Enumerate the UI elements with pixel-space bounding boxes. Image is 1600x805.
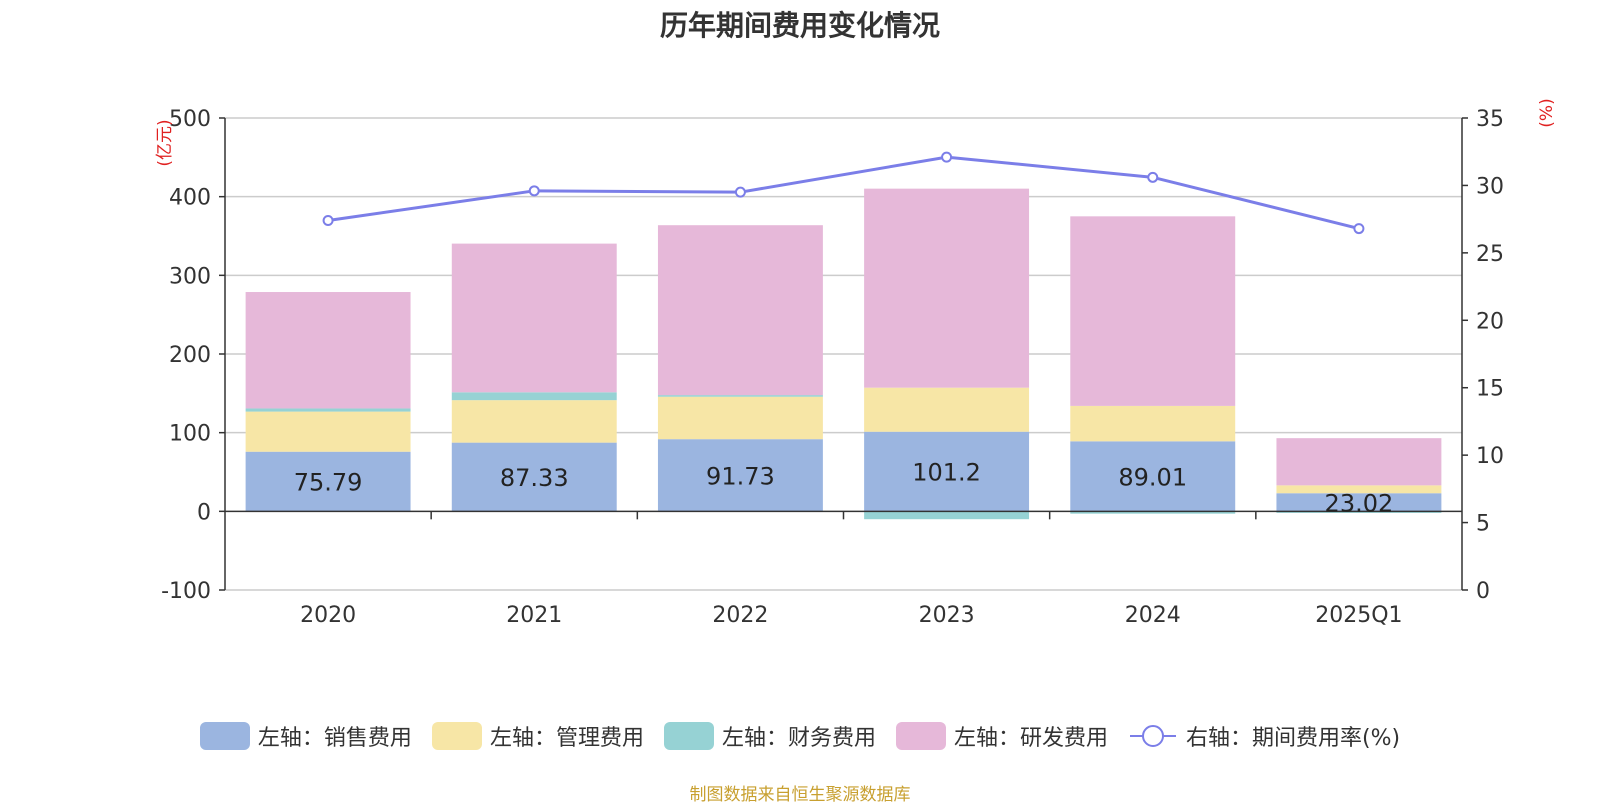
chart-title: 历年期间费用变化情况 <box>659 9 940 42</box>
bar-segment <box>864 387 1030 432</box>
legend-label-admin: 左轴：管理费用 <box>489 726 644 751</box>
rate-point <box>528 185 540 197</box>
bar-segment <box>864 431 1030 512</box>
bar-segment <box>1276 438 1442 486</box>
bar-segment <box>657 396 823 440</box>
data-label: 89.01 <box>1118 463 1187 491</box>
legend-label-sales: 左轴：销售费用 <box>257 726 412 751</box>
x-tick-label: 2022 <box>712 603 768 628</box>
legend-item-finance[interactable]: 左轴：财务费用 <box>663 720 876 752</box>
right-tick-label: 25 <box>1476 242 1504 267</box>
legend-label-finance: 左轴：财务费用 <box>721 726 876 751</box>
data-label: 75.79 <box>294 469 363 497</box>
legend-line-marker-icon <box>1129 725 1176 747</box>
data-label: 23.02 <box>1325 489 1394 517</box>
left-tick-label: 100 <box>169 422 211 447</box>
legend-item-rate[interactable]: 右轴：期间费用率(%) <box>1128 720 1400 752</box>
bar-segment <box>657 439 823 512</box>
rate-point <box>1147 171 1159 183</box>
x-tick-label: 2023 <box>919 603 975 628</box>
bar-segment <box>657 225 823 396</box>
legend-label-rnd: 左轴：研发费用 <box>953 726 1108 751</box>
bar-segment <box>245 292 411 409</box>
bar-segment <box>1070 216 1236 406</box>
left-tick-label: -100 <box>161 579 211 604</box>
left-tick-label: 300 <box>169 264 211 289</box>
rate-point <box>734 186 746 198</box>
right-tick-label: 0 <box>1476 579 1490 604</box>
bar-segment <box>245 451 411 512</box>
legend-item-rnd[interactable]: 左轴：研发费用 <box>895 720 1108 752</box>
right-tick-label: 20 <box>1476 309 1504 334</box>
bar-segment <box>864 188 1030 388</box>
x-tick-label: 2021 <box>506 603 562 628</box>
left-tick-label: 200 <box>169 343 211 368</box>
bar-segment <box>657 395 823 397</box>
chart-plot: -100 0 100 200 300 400 500 0 5 10 15 20 25 30 35 2020 20… <box>155 98 1557 628</box>
bar-segment <box>1276 493 1442 512</box>
bar-segment <box>1276 485 1442 494</box>
left-axis-unit: (亿元) <box>155 119 175 166</box>
legend-item-sales[interactable]: 左轴：销售费用 <box>199 720 412 752</box>
bar-segment <box>451 392 617 401</box>
right-tick-label: 35 <box>1476 107 1504 132</box>
x-tick-label: 2025Q1 <box>1315 603 1402 628</box>
left-tick-label: 500 <box>169 107 211 132</box>
rate-point <box>941 151 953 163</box>
rate-point <box>322 214 334 226</box>
data-label: 101.2 <box>912 459 981 487</box>
legend-swatch-admin <box>431 722 482 750</box>
source-note: 制图数据来自恒生聚源数据库 <box>689 785 911 805</box>
right-tick-label: 10 <box>1476 444 1504 469</box>
bar-segment <box>1070 441 1236 512</box>
bar-segment <box>864 511 1030 520</box>
bar-segment <box>451 400 617 443</box>
legend-swatch-rnd <box>895 722 946 750</box>
bar-segment <box>451 243 617 393</box>
rate-line <box>327 155 1360 231</box>
data-label: 87.33 <box>500 464 569 492</box>
left-tick-label: 400 <box>169 186 211 211</box>
x-tick-label: 2020 <box>300 603 356 628</box>
right-axis-unit: (%) <box>1537 98 1557 127</box>
right-tick-label: 5 <box>1476 512 1490 537</box>
x-tick-label: 2024 <box>1125 603 1181 628</box>
left-tick-label: 0 <box>197 500 211 525</box>
rate-point <box>1353 223 1365 235</box>
bar-segment <box>1276 511 1442 513</box>
bar-segment <box>1070 511 1236 514</box>
right-tick-label: 30 <box>1476 174 1504 199</box>
bar-segment <box>245 408 411 412</box>
bar-segment <box>245 411 411 452</box>
legend-label-rate: 右轴：期间费用率(%) <box>1185 726 1401 751</box>
bar-segment <box>451 442 617 512</box>
bar-segment <box>1070 405 1236 442</box>
legend-swatch-sales <box>199 722 250 750</box>
right-tick-label: 15 <box>1476 377 1504 402</box>
data-label: 91.73 <box>706 462 775 490</box>
legend-swatch-finance <box>663 722 714 750</box>
legend-item-admin[interactable]: 左轴：管理费用 <box>431 720 644 752</box>
chart-legend: 左轴：销售费用 左轴：管理费用 左轴：财务费用 左轴：研发费用 右轴：期间费用率… <box>0 720 1600 752</box>
